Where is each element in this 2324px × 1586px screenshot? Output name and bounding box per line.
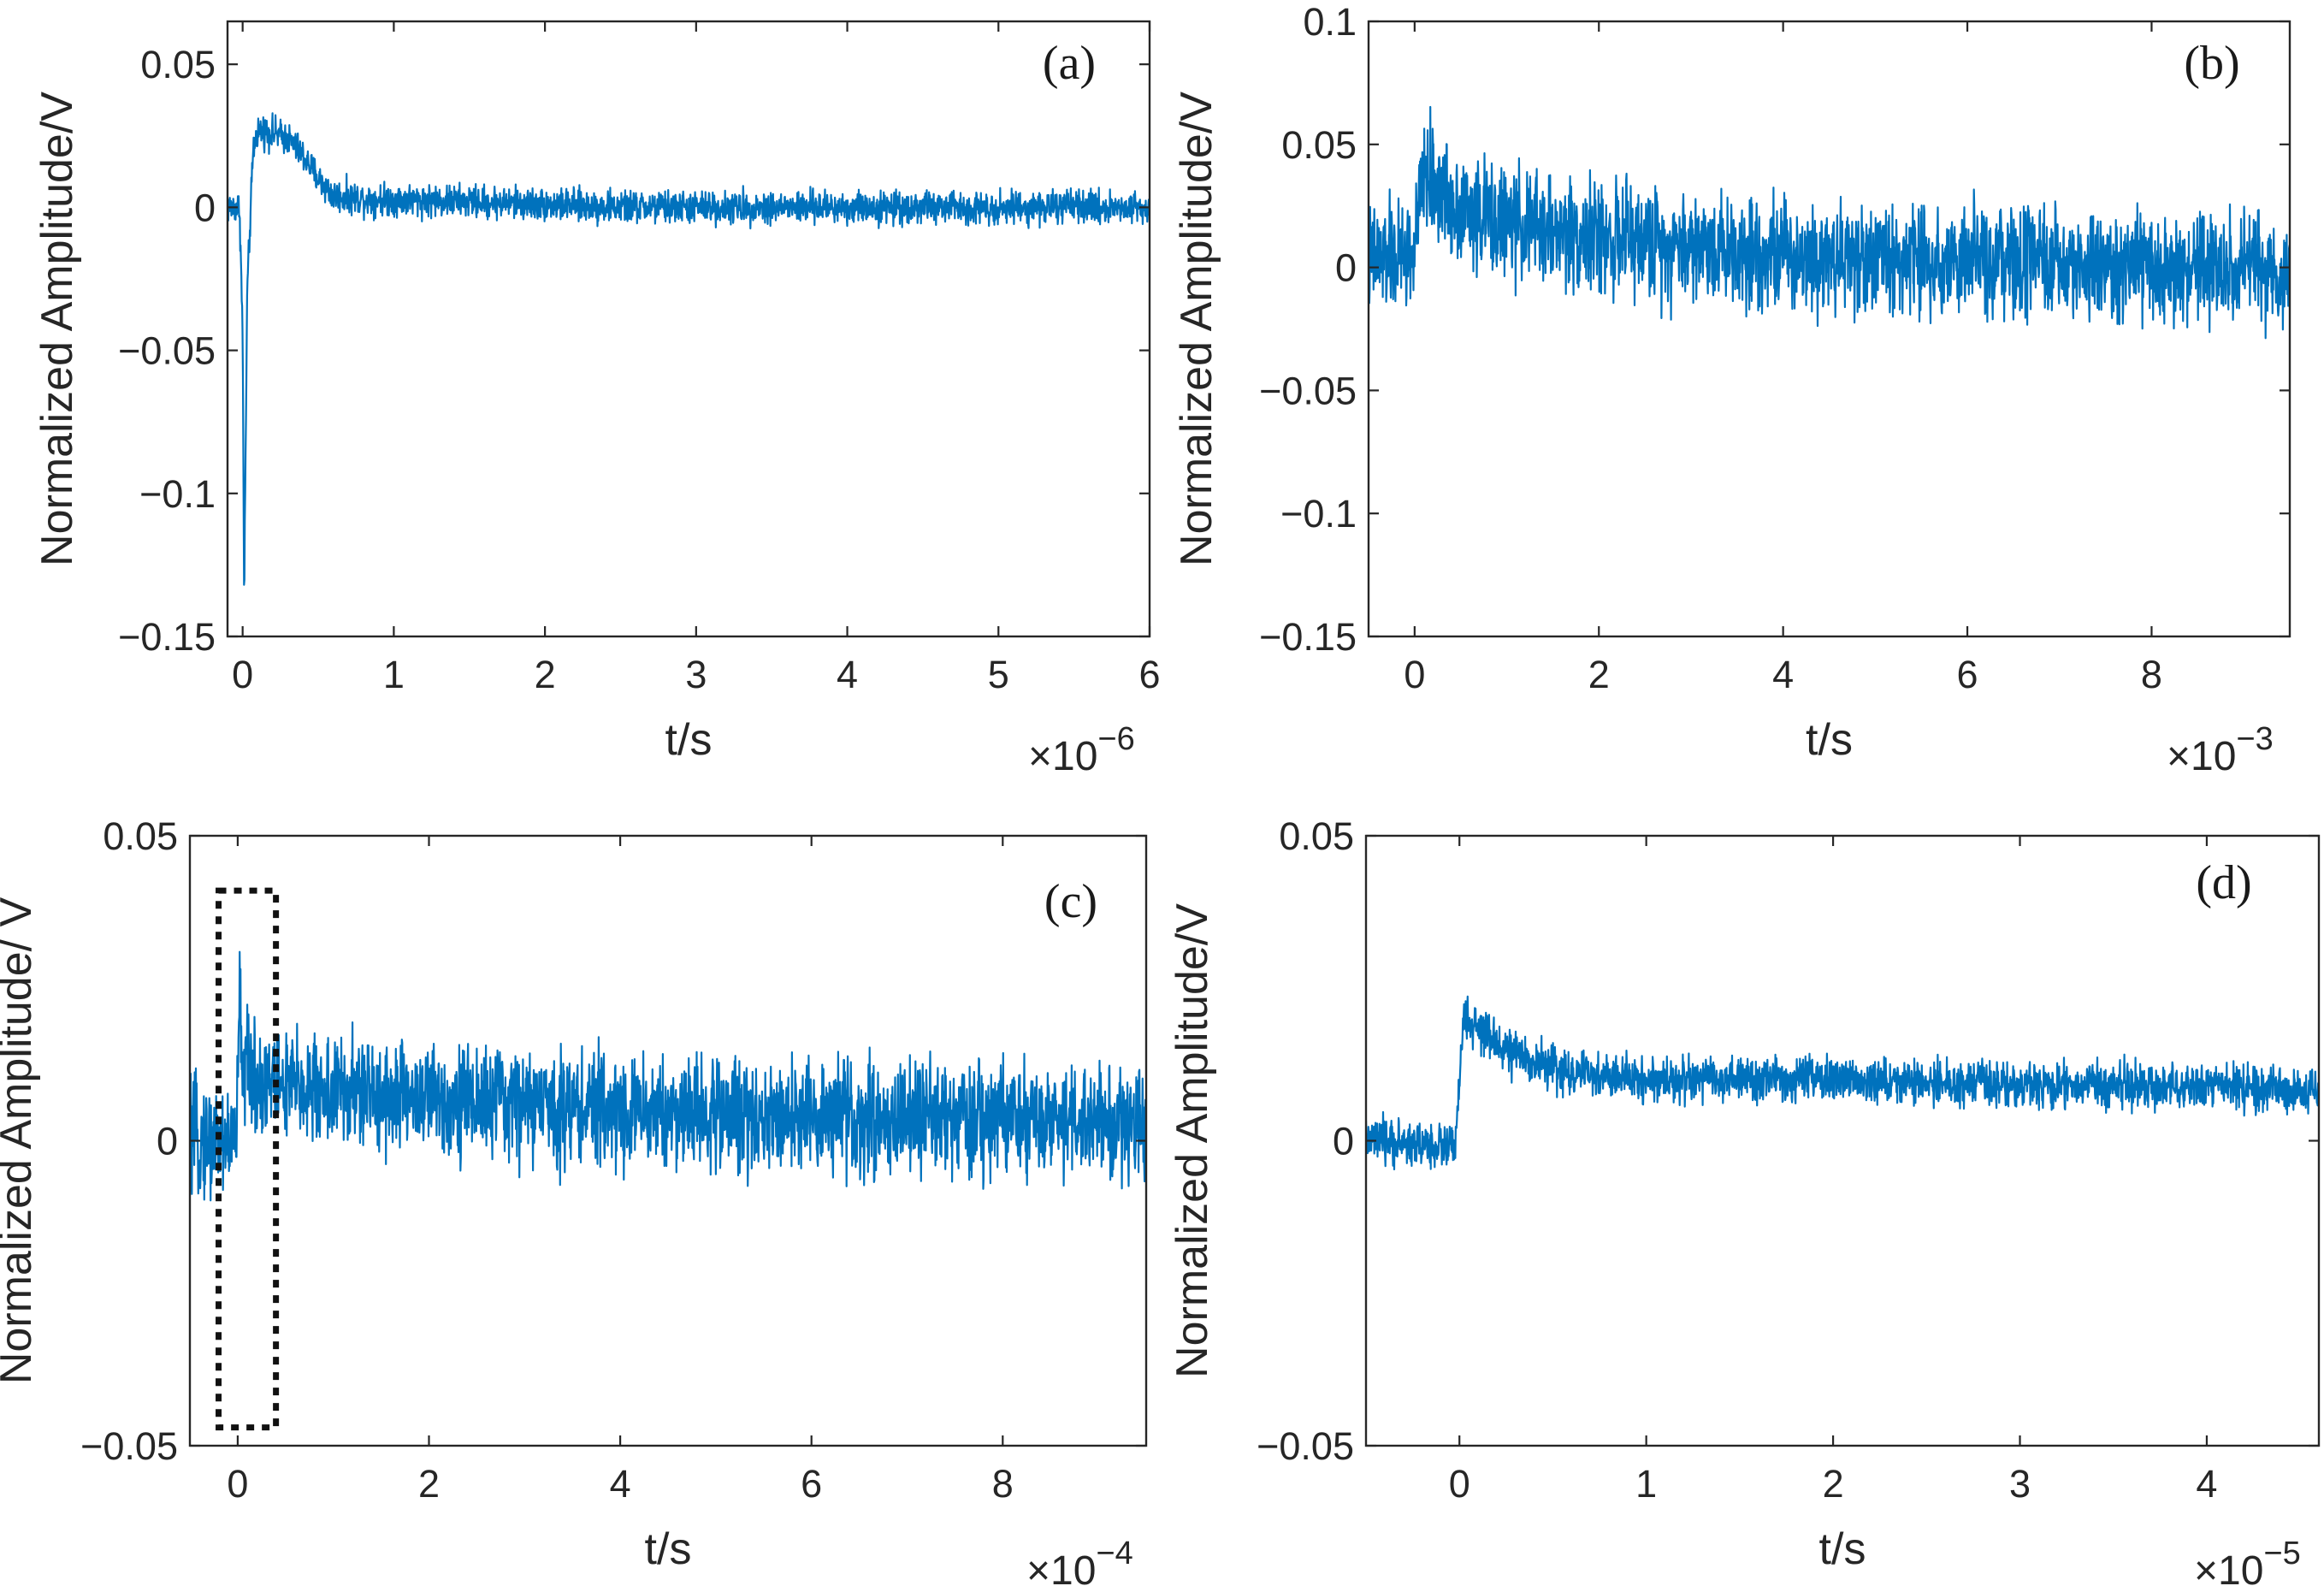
y-tick-label: −0.05 (80, 1424, 178, 1468)
panel-label: (b) (2184, 37, 2239, 90)
x-tick-label: 2 (1823, 1462, 1844, 1506)
x-tick-label: 8 (2141, 653, 2162, 696)
x-tick-label: 8 (992, 1462, 1014, 1506)
series-line-a (228, 112, 1150, 586)
x-tick-label: 1 (383, 653, 405, 696)
y-axis-title: Normalized Amplitude/V (33, 92, 82, 566)
panel-label: (a) (1043, 37, 1096, 90)
x-tick-label: 1 (1635, 1462, 1657, 1506)
panel-c: 0 2 4 6 8 0.05 0 −0.05 t/s Normalized Amplitude/ … (0, 814, 1148, 1586)
x-tick-label: 4 (1772, 653, 1794, 696)
plot-frame-c (188, 834, 1148, 1447)
y-tick-label: −0.15 (118, 615, 216, 659)
x-axis-multiplier: ×10−6 (1028, 721, 1135, 779)
x-axis-multiplier-exponent: −3 (2236, 721, 2273, 757)
series-line-c (190, 950, 1146, 1202)
x-tick-label: 2 (418, 1462, 440, 1506)
x-tick-label: 0 (1449, 1462, 1470, 1506)
x-tick-label: 2 (535, 653, 556, 696)
panel-label: (c) (1044, 875, 1097, 928)
x-tick-label: 4 (610, 1462, 631, 1506)
x-axis-multiplier: ×10−4 (1026, 1536, 1133, 1586)
x-axis-multiplier-exponent: −5 (2263, 1536, 2300, 1571)
x-axis-multiplier: ×10−5 (2194, 1536, 2301, 1586)
x-axis-title: t/s (1819, 1524, 1866, 1574)
x-tick-label: 3 (685, 653, 707, 696)
x-axis-title: t/s (645, 1524, 692, 1574)
x-tick-label: 6 (1957, 653, 1978, 696)
x-axis-multiplier-exponent: −4 (1096, 1536, 1132, 1571)
x-axis-multiplier-exponent: −6 (1097, 721, 1134, 757)
y-tick-label: −0.1 (139, 472, 216, 516)
panel-a: 0 1 2 3 4 5 6 0.05 0 −0.05 −0.1 −0.15 t/s Normalized … (33, 20, 1161, 779)
x-tick-label: 2 (1588, 653, 1610, 696)
y-tick-label: 0 (194, 186, 216, 229)
x-tick-label: 5 (988, 653, 1009, 696)
x-tick-label: 0 (1404, 653, 1425, 696)
panel-d: 0 1 2 3 4 0.05 0 −0.05 t/s Normalized Amplitude/V… (1168, 814, 2321, 1586)
series-line-b (1369, 105, 2290, 340)
y-tick-label: 0.05 (1279, 814, 1354, 858)
plot-frame-d (1364, 834, 2321, 1447)
plot-frame-a (226, 20, 1151, 638)
y-tick-label: −0.05 (118, 329, 216, 373)
y-tick-label: 0 (1333, 1120, 1354, 1163)
x-tick-label: 4 (2196, 1462, 2217, 1506)
x-tick-label: 0 (232, 653, 253, 696)
y-axis-title: Normalized Amplitude/ V (0, 897, 41, 1385)
y-tick-label: −0.15 (1259, 615, 1357, 659)
y-tick-label: 0 (157, 1120, 178, 1163)
x-tick-label: 3 (2009, 1462, 2031, 1506)
panel-b: 0 2 4 6 8 0.1 0.05 0 −0.05 −0.1 −0.15 t/s Normalized… (1172, 0, 2291, 779)
y-tick-label: −0.05 (1259, 369, 1357, 412)
series-line-d (1366, 995, 2319, 1171)
panel-label: (d) (2196, 856, 2251, 909)
x-tick-label: 0 (227, 1462, 248, 1506)
zoom-region-box (216, 887, 280, 1431)
plot-frame-b (1367, 20, 2291, 638)
y-tick-label: −0.05 (1257, 1424, 1354, 1468)
x-tick-label: 4 (837, 653, 858, 696)
y-tick-label: −0.1 (1280, 492, 1357, 536)
y-tick-label: 0.05 (140, 43, 216, 86)
x-tick-label: 6 (801, 1462, 822, 1506)
x-axis-title: t/s (665, 715, 713, 765)
y-tick-label: 0 (1335, 246, 1357, 290)
x-axis-multiplier: ×10−3 (2167, 721, 2274, 779)
y-tick-label: 0.05 (103, 814, 178, 858)
x-axis-title: t/s (1806, 715, 1853, 765)
y-axis-title: Normalized Amplitude/V (1168, 903, 1217, 1378)
y-axis-title: Normalized Amplitude/V (1172, 92, 1221, 566)
y-tick-label: 0.05 (1281, 123, 1357, 167)
y-tick-label: 0.1 (1303, 0, 1357, 44)
x-tick-label: 6 (1138, 653, 1160, 696)
